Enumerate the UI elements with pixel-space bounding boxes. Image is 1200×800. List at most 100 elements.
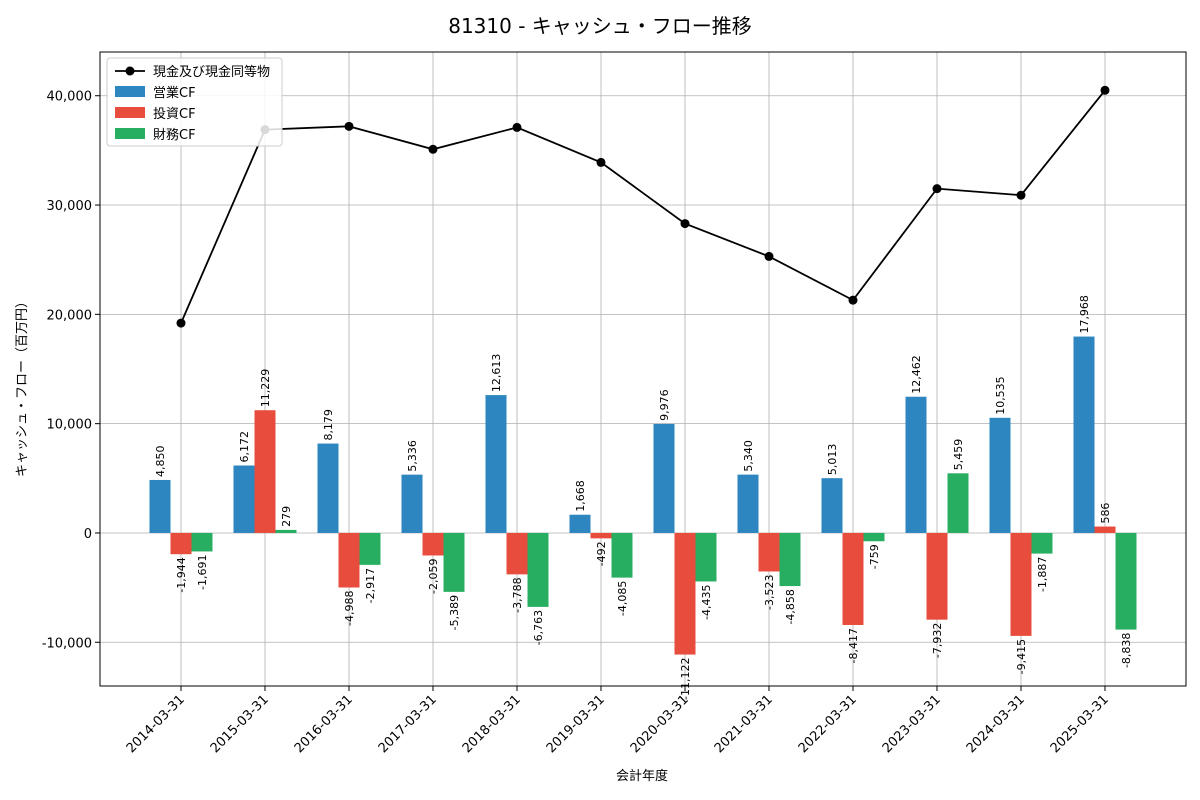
- bar-value-label: -6,763: [532, 610, 545, 645]
- bar: [527, 532, 549, 607]
- y-tick-label: 20,000: [47, 308, 93, 323]
- cash-point: [428, 144, 438, 154]
- bar-value-label: -11,122: [679, 658, 692, 700]
- bar: [1073, 336, 1095, 533]
- bar-value-label: 12,462: [910, 355, 923, 394]
- bar: [695, 532, 717, 582]
- bar-value-label: 6,172: [238, 431, 251, 463]
- x-tick-label: 2017-03-31: [376, 692, 440, 756]
- x-axis-label: 会計年度: [616, 768, 668, 784]
- bar: [1010, 532, 1032, 636]
- bar-value-label: -492: [595, 541, 608, 566]
- bar-value-label: -8,417: [847, 628, 860, 663]
- bar: [569, 514, 591, 533]
- label-layer: 4,850 6,172 8,179 5,336 12,613 1,668 9,976 5,34…: [154, 295, 1133, 700]
- cash-point: [596, 157, 606, 167]
- legend-label: 財務CF: [153, 128, 196, 143]
- bar-value-label: -4,988: [343, 590, 356, 625]
- bar: [989, 417, 1011, 533]
- legend-marker-swatch: [125, 66, 135, 76]
- bar: [506, 532, 528, 575]
- legend-label: 営業CF: [153, 85, 196, 101]
- bar-value-label: 5,340: [742, 440, 755, 472]
- bar: [863, 532, 885, 542]
- bar-value-label: -4,435: [700, 584, 713, 619]
- cash-point: [1016, 190, 1026, 200]
- bar-value-label: 17,968: [1078, 295, 1091, 334]
- bar: [674, 532, 696, 655]
- cash-point: [512, 122, 522, 132]
- bar-value-label: 10,535: [994, 376, 1007, 415]
- bar-value-label: 5,459: [952, 439, 965, 471]
- legend-box: [106, 57, 283, 147]
- bar: [254, 410, 276, 533]
- legend-bar-swatch: [115, 128, 145, 139]
- x-tick-label: 2021-03-31: [712, 692, 776, 756]
- bar-value-label: -3,523: [763, 574, 776, 609]
- bar-value-label: -4,858: [784, 589, 797, 624]
- bar: [842, 532, 864, 625]
- bar: [947, 473, 969, 533]
- line-layer: [176, 85, 1110, 328]
- y-tick-label: 40,000: [47, 90, 93, 105]
- plot-frame: [99, 51, 1187, 687]
- bar-value-label: -4,085: [616, 581, 629, 616]
- bar-value-label: -759: [868, 544, 881, 569]
- x-tick-label: 2019-03-31: [544, 692, 608, 756]
- y-tick-label: 10,000: [47, 418, 93, 433]
- bar: [1115, 532, 1137, 630]
- legend-bar-swatch: [115, 86, 145, 97]
- bar-value-label: 8,179: [322, 409, 335, 441]
- bar-value-label: -8,838: [1120, 633, 1133, 668]
- x-tick-label: 2023-03-31: [880, 692, 944, 756]
- bar: [338, 532, 360, 588]
- bar-value-label: 279: [280, 506, 293, 527]
- bar-value-label: 9,976: [658, 389, 671, 421]
- bar: [443, 532, 465, 592]
- x-tick-label: 2024-03-31: [964, 692, 1028, 756]
- bar: [317, 443, 339, 533]
- x-tick-label: 2015-03-31: [208, 692, 272, 756]
- cash-point: [932, 184, 942, 194]
- bar: [401, 474, 423, 533]
- bar: [191, 532, 213, 552]
- bar: [737, 474, 759, 533]
- bar: [422, 532, 444, 556]
- bar-value-label: -5,389: [448, 595, 461, 630]
- cash-point: [764, 251, 774, 261]
- legend-label: 投資CF: [153, 106, 196, 122]
- bar: [149, 479, 171, 533]
- bar-value-label: 12,613: [490, 354, 503, 393]
- bar-value-label: -9,415: [1015, 639, 1028, 674]
- bar-value-label: -3,788: [511, 577, 524, 612]
- bar: [359, 532, 381, 565]
- bar-value-label: 586: [1099, 503, 1112, 524]
- x-tick-label: 2020-03-31: [628, 692, 692, 756]
- bar-value-label: 5,336: [406, 440, 419, 472]
- bar: [779, 532, 801, 587]
- bar: [233, 465, 255, 533]
- bar-value-label: 1,668: [574, 480, 587, 512]
- legend-bar-swatch: [115, 107, 145, 118]
- cash-line: [180, 89, 1106, 324]
- bar: [590, 532, 612, 539]
- x-tick-label: 2022-03-31: [796, 692, 860, 756]
- bar: [905, 396, 927, 533]
- cash-point: [1100, 85, 1110, 95]
- cash-point: [176, 318, 186, 328]
- y-tick-label: -10,000: [42, 636, 92, 651]
- cash-point: [344, 121, 354, 131]
- bar-value-label: 4,850: [154, 445, 167, 477]
- chart-title: 81310 - キャッシュ・フロー推移: [448, 14, 752, 38]
- legend-label: 現金及び現金同等物: [153, 64, 270, 80]
- bar: [926, 532, 948, 620]
- bar-value-label: -2,059: [427, 558, 440, 593]
- bar: [275, 529, 297, 533]
- x-tick-label: 2018-03-31: [460, 692, 524, 756]
- bar-value-label: 11,229: [259, 369, 272, 408]
- bar-value-label: -7,932: [931, 623, 944, 658]
- y-tick-label: 30,000: [47, 199, 93, 214]
- y-tick-label: 0: [84, 527, 92, 542]
